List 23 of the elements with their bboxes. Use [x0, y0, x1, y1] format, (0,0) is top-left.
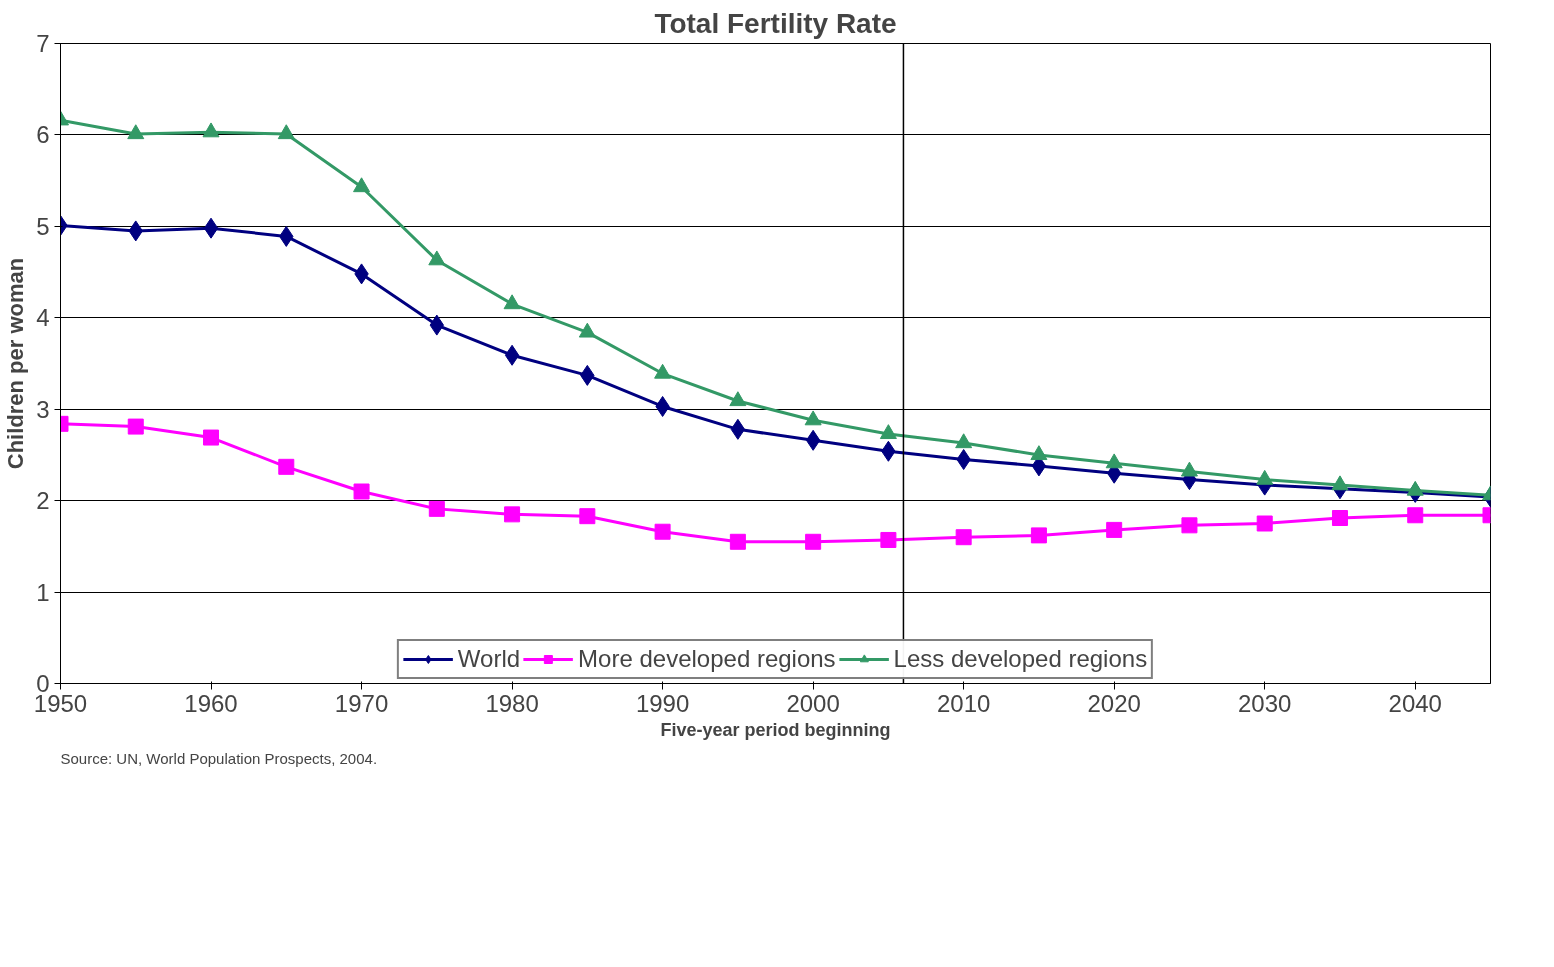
- y-tick-label: 4: [36, 304, 50, 332]
- y-axis-title: Children per woman: [3, 257, 29, 470]
- source-note: Source: UN, World Population Prospects, 2004.: [60, 749, 378, 767]
- chart-title: Total Fertility Rate: [654, 7, 897, 39]
- y-tick-label: 3: [36, 395, 50, 423]
- x-tick-label: 1970: [334, 689, 389, 717]
- y-tick-label: 5: [36, 212, 50, 240]
- x-tick-label: 2000: [786, 689, 840, 717]
- y-tick-label: 6: [36, 121, 50, 149]
- y-tick-label: 2: [36, 487, 50, 515]
- x-tick-label: 2010: [936, 689, 991, 717]
- legend-label: World: [457, 645, 521, 673]
- x-axis-title: Five-year period beginning: [660, 719, 891, 740]
- x-tick-label: 2020: [1087, 689, 1141, 717]
- x-tick-label: 1960: [184, 689, 238, 717]
- x-tick-label: 1990: [635, 689, 690, 717]
- x-tick-label: 2040: [1388, 689, 1442, 717]
- legend-label: Less developed regions: [893, 645, 1148, 673]
- legend-label: More developed regions: [578, 645, 836, 673]
- y-tick-label: 1: [36, 578, 50, 606]
- x-tick-label: 1980: [485, 689, 539, 717]
- x-tick-label: 2030: [1238, 689, 1292, 717]
- y-tick-label: 7: [36, 30, 50, 57]
